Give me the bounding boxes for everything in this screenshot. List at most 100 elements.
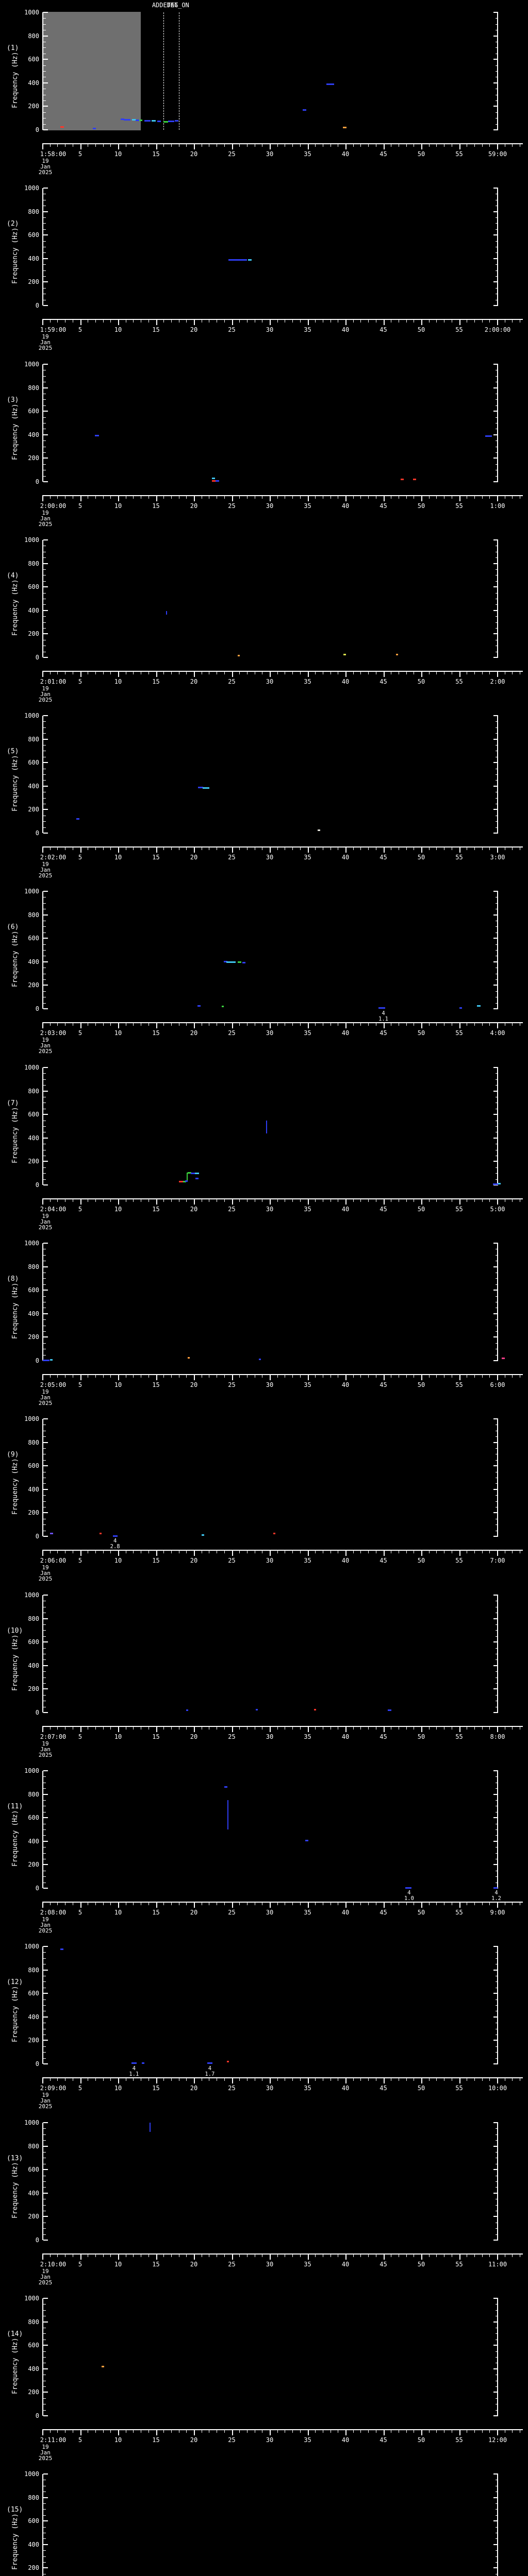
x-axis-tick	[315, 320, 316, 323]
start-time-label: 2:11:00	[40, 2436, 67, 2444]
x-tick-label: 5	[78, 678, 82, 685]
date-label: 2025	[38, 169, 53, 176]
spectrogram-panel: 0 200 400 600 800 1000 Frequency (Hz) (6) 5 10 15 2…	[0, 879, 528, 1055]
x-tick-label: 25	[228, 1733, 236, 1740]
y-axis-tick	[493, 2345, 498, 2346]
x-axis-tick	[277, 320, 278, 323]
y-axis-tick	[43, 124, 46, 125]
y-axis-tick	[43, 2415, 48, 2416]
x-axis-tick	[307, 1903, 309, 1908]
x-axis-tick	[156, 320, 157, 325]
y-axis-tick	[496, 2052, 498, 2053]
y-axis-tick	[43, 1683, 46, 1684]
y-axis-tick	[493, 1817, 498, 1819]
x-tick-label: 55	[455, 326, 463, 333]
y-axis-tick	[43, 440, 46, 442]
x-tick-label: 55	[455, 678, 463, 685]
x-axis-tick	[497, 2430, 498, 2435]
frequency-axis-label: Frequency (Hz)	[11, 1986, 19, 2042]
y-axis-tick	[43, 727, 46, 728]
y-axis-tick	[496, 926, 498, 927]
spectrogram-panel: 0 200 400 600 800 1000 Frequency (Hz) (4) 5 10 15 2…	[0, 528, 528, 704]
date-label: 2025	[38, 1927, 53, 1934]
x-axis-tick	[156, 1903, 157, 1908]
x-tick-label: 20	[190, 1909, 198, 1916]
y-axis-tick	[496, 2515, 498, 2516]
date-label: 2025	[38, 1400, 53, 1406]
start-time-label: 2:00:00	[40, 502, 67, 510]
date-label: 2025	[38, 345, 53, 351]
date-label: 2025	[38, 2103, 53, 2110]
x-axis-tick	[57, 1375, 58, 1378]
x-axis-tick	[421, 672, 422, 677]
x-axis-tick	[277, 2430, 278, 2433]
detection-class-label: 4	[494, 1890, 498, 1896]
x-tick-label: 25	[228, 678, 236, 685]
x-axis-tick	[133, 2078, 134, 2081]
x-axis-tick	[95, 320, 96, 323]
x-axis-tick	[436, 1199, 437, 1202]
x-axis-tick	[474, 2430, 475, 2433]
x-axis-tick	[489, 2430, 490, 2433]
x-axis-tick	[50, 1551, 51, 1553]
y-tick-label: 0	[35, 1885, 39, 1892]
y-axis-tick	[496, 2556, 498, 2557]
x-axis-tick	[133, 1023, 134, 1026]
y-axis-tick	[43, 991, 46, 992]
x-axis-tick	[239, 1023, 240, 1026]
x-axis-tick	[148, 1551, 149, 1553]
y-tick-label: 600	[28, 759, 39, 767]
x-axis-tick	[307, 2078, 309, 2083]
y-axis-tick	[493, 2192, 498, 2194]
y-axis-tick	[43, 229, 46, 230]
y-axis-tick	[496, 1003, 498, 1004]
x-axis-tick	[315, 672, 316, 674]
x-axis-tick	[270, 848, 271, 853]
x-axis-tick	[57, 1903, 58, 1905]
y-tick-label: 800	[28, 384, 39, 392]
y-tick-label: 0	[35, 302, 39, 309]
y-tick-label: 1000	[24, 1240, 39, 1247]
y-axis-tick	[496, 47, 498, 48]
x-axis-tick	[277, 1199, 278, 1202]
x-tick-label: 40	[341, 854, 350, 861]
x-tick-label: 50	[417, 2436, 425, 2444]
y-tick-label: 1000	[24, 9, 39, 16]
x-axis-tick	[163, 1903, 164, 1905]
y-axis-tick	[496, 2333, 498, 2334]
y-axis-tick	[43, 2473, 48, 2475]
y-axis-tick	[496, 1876, 498, 1877]
y-axis-tick	[43, 65, 46, 66]
y-axis-tick	[43, 604, 46, 605]
y-axis-tick	[43, 1671, 46, 1672]
x-axis-tick	[103, 1023, 104, 1026]
y-tick-label: 400	[28, 431, 39, 438]
x-axis-tick	[80, 496, 81, 501]
frequency-axis-label: Frequency (Hz)	[11, 755, 19, 811]
x-axis-tick	[307, 1727, 309, 1732]
x-axis-tick	[186, 1727, 187, 1730]
y-axis-tick	[496, 2386, 498, 2387]
panel-index-label: (3)	[7, 396, 19, 404]
y-axis-tick	[43, 2567, 48, 2569]
x-axis-tick	[315, 1551, 316, 1553]
y-axis-tick	[43, 217, 46, 218]
y-axis-tick	[496, 721, 498, 722]
x-axis-tick	[353, 2078, 354, 2081]
x-axis-tick	[133, 320, 134, 323]
x-axis-tick	[406, 1375, 407, 1378]
y-axis-tick	[496, 405, 498, 406]
y-axis-tick	[43, 628, 46, 629]
x-axis-tick	[50, 2078, 51, 2081]
x-axis-tick	[345, 1199, 346, 1205]
y-axis-tick	[493, 1465, 498, 1467]
x-axis-tick	[171, 320, 172, 323]
x-tick-label: 40	[341, 150, 350, 158]
y-axis-tick	[496, 1952, 498, 1953]
x-axis-tick	[118, 2255, 119, 2260]
x-axis-tick	[459, 2430, 460, 2435]
detection-mark	[124, 118, 131, 121]
x-axis-tick	[428, 2430, 430, 2433]
y-axis-tick	[493, 1360, 498, 1361]
